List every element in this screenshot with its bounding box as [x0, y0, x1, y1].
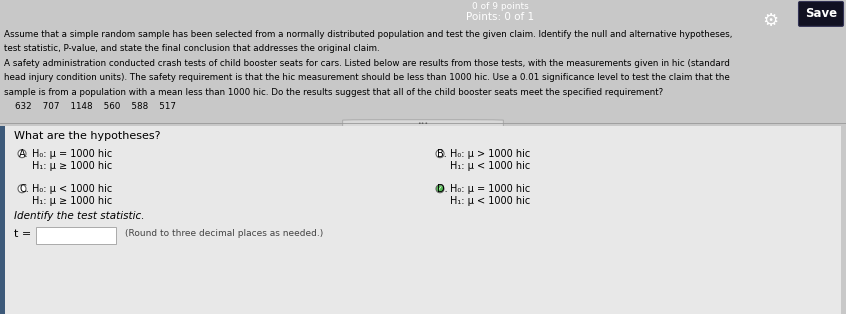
Text: head injury condition units). The safety requirement is that the hic measurement: head injury condition units). The safety… [4, 73, 730, 82]
Circle shape [436, 185, 444, 193]
Text: •••: ••• [417, 121, 429, 126]
Text: D.: D. [437, 184, 448, 194]
Text: H₀: μ = 1000 hic: H₀: μ = 1000 hic [32, 149, 113, 159]
FancyBboxPatch shape [343, 120, 503, 127]
FancyBboxPatch shape [0, 126, 5, 314]
Text: ⚙: ⚙ [762, 12, 778, 30]
Text: A safety administration conducted crash tests of child booster seats for cars. L: A safety administration conducted crash … [4, 59, 730, 68]
Text: ✓: ✓ [437, 186, 443, 192]
Text: H₀: μ = 1000 hic: H₀: μ = 1000 hic [450, 184, 530, 194]
Text: sample is from a population with a mean less than 1000 hic. Do the results sugge: sample is from a population with a mean … [4, 88, 663, 96]
Text: t =: t = [14, 229, 31, 239]
Text: (Round to three decimal places as needed.): (Round to three decimal places as needed… [125, 229, 323, 238]
Text: What are the hypotheses?: What are the hypotheses? [14, 131, 161, 141]
Text: Save: Save [805, 8, 837, 20]
Text: A.: A. [19, 149, 29, 159]
FancyBboxPatch shape [799, 2, 843, 26]
Text: H₀: μ > 1000 hic: H₀: μ > 1000 hic [450, 149, 530, 159]
Text: C.: C. [19, 184, 29, 194]
Text: H₁: μ ≥ 1000 hic: H₁: μ ≥ 1000 hic [32, 196, 113, 206]
Circle shape [436, 150, 444, 158]
Text: B.: B. [437, 149, 447, 159]
Circle shape [18, 150, 26, 158]
Circle shape [18, 185, 26, 193]
Text: 632    707    1148    560    588    517: 632 707 1148 560 588 517 [4, 102, 176, 111]
Text: Points: 0 of 1: Points: 0 of 1 [466, 12, 534, 22]
Text: H₀: μ < 1000 hic: H₀: μ < 1000 hic [32, 184, 113, 194]
Text: H₁: μ < 1000 hic: H₁: μ < 1000 hic [450, 161, 530, 171]
FancyBboxPatch shape [36, 227, 116, 244]
Text: test statistic, P-value, and state the final conclusion that addresses the origi: test statistic, P-value, and state the f… [4, 44, 380, 53]
Text: Assume that a simple random sample has been selected from a normally distributed: Assume that a simple random sample has b… [4, 30, 733, 39]
Text: H₁: μ < 1000 hic: H₁: μ < 1000 hic [450, 196, 530, 206]
FancyBboxPatch shape [5, 126, 841, 314]
Text: H₁: μ ≥ 1000 hic: H₁: μ ≥ 1000 hic [32, 161, 113, 171]
Text: Identify the test statistic.: Identify the test statistic. [14, 211, 145, 221]
Text: 0 of 9 points: 0 of 9 points [471, 2, 529, 11]
